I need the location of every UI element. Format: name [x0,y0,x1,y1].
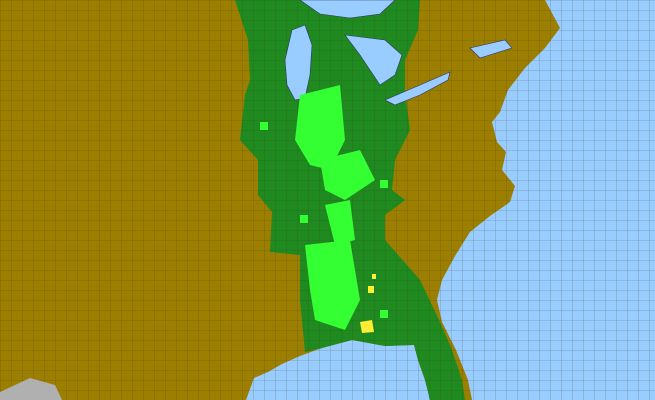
lake-ontario [469,39,513,59]
county [260,122,268,130]
lake-huron [344,34,403,86]
county [380,180,388,188]
county-cluster [295,85,345,170]
other-highlights [360,274,376,333]
county-yellow [360,320,374,333]
county-highlights [260,85,388,330]
county [380,310,388,318]
lake-erie [384,71,451,106]
county-yellow [372,274,376,279]
great-lakes [284,0,513,106]
county-cluster [305,240,360,330]
county-cluster [325,200,355,245]
county-cluster [320,150,375,200]
mexico [0,378,62,400]
county [300,215,308,223]
lake-superior [299,0,396,19]
county-yellow [368,286,374,293]
